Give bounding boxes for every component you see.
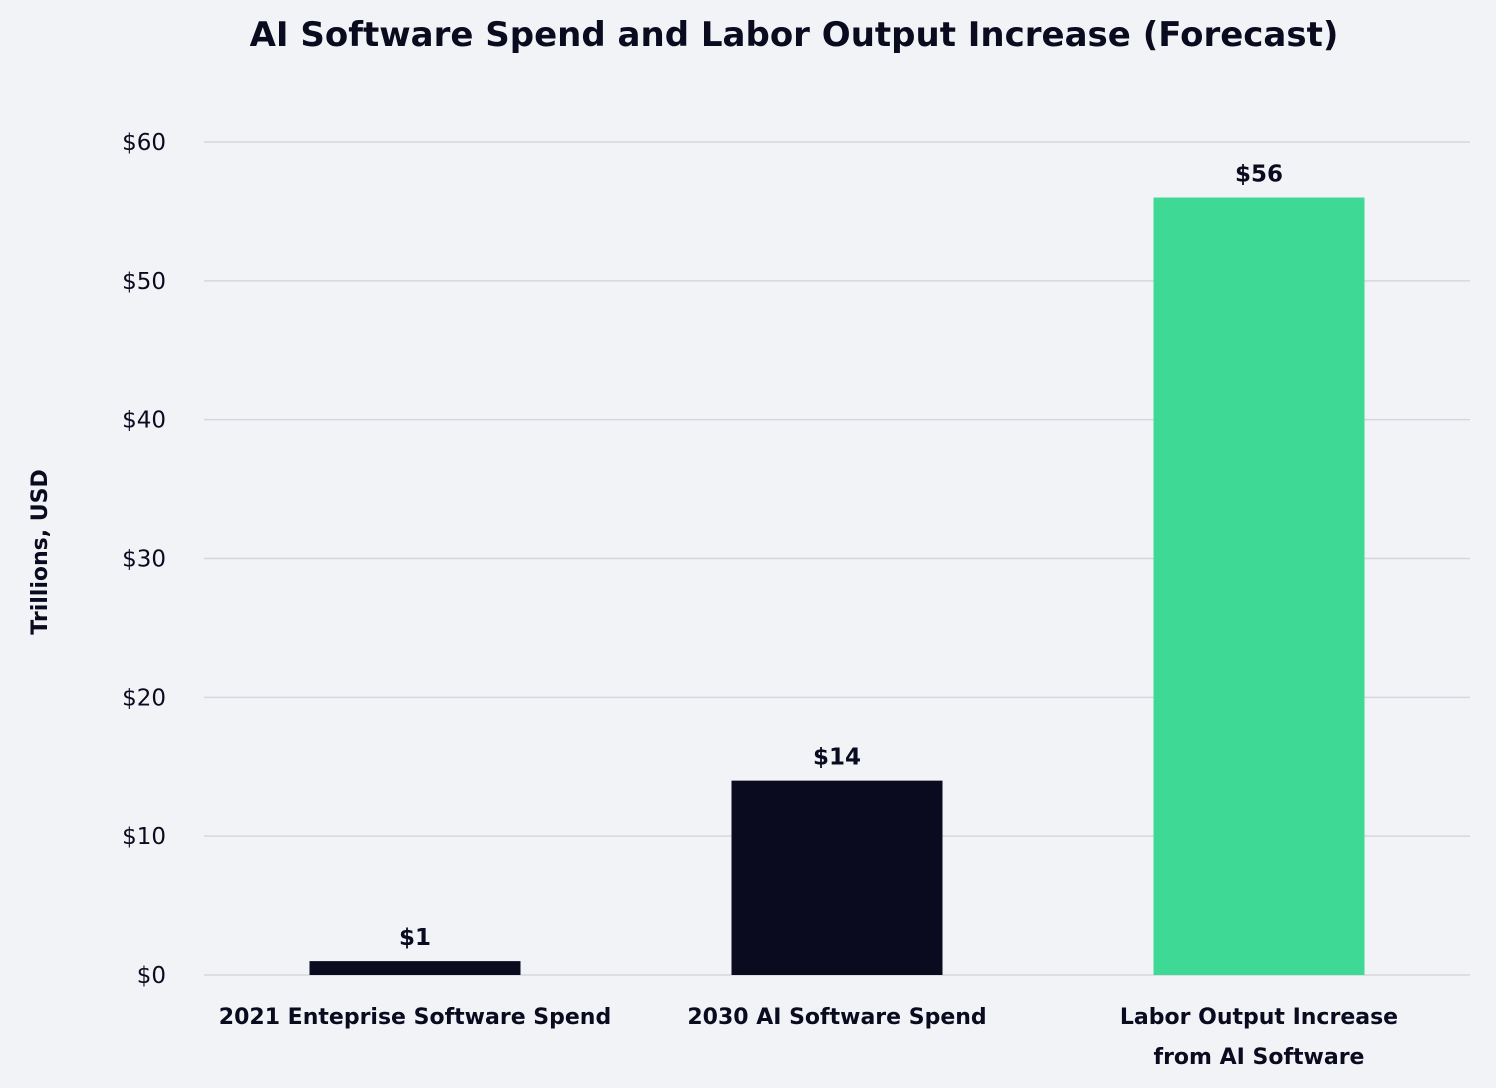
- y-axis-ticks: $0 $10 $20 $30 $40 $50 $60: [122, 130, 166, 989]
- x-category-label: from AI Software: [1154, 1045, 1365, 1070]
- bar-value-label: $14: [813, 745, 861, 771]
- y-tick-label: $40: [122, 408, 166, 434]
- gridlines: [204, 141, 1470, 976]
- y-tick-label: $0: [137, 963, 166, 989]
- y-axis-label: Trillions, USD: [28, 469, 53, 634]
- y-tick-label: $20: [122, 685, 166, 711]
- x-axis-category-labels: 2021 Enteprise Software Spend 2030 AI Sof…: [219, 1005, 1398, 1070]
- chart-title: AI Software Spend and Labor Output Incre…: [250, 15, 1339, 55]
- x-category-label: 2021 Enteprise Software Spend: [219, 1005, 611, 1030]
- bar: [309, 961, 521, 975]
- x-category-label: Labor Output Increase: [1120, 1005, 1398, 1030]
- bar-value-label: $1: [399, 925, 431, 951]
- y-tick-label: $10: [122, 824, 166, 850]
- y-tick-label: $30: [122, 547, 166, 573]
- y-tick-label: $50: [122, 269, 166, 295]
- bar: [1153, 197, 1365, 976]
- x-category-label: 2030 AI Software Spend: [687, 1005, 986, 1030]
- y-tick-label: $60: [122, 130, 166, 156]
- bars: [309, 197, 1365, 976]
- bar-value-labels: $1 $14 $56: [399, 162, 1283, 952]
- bar-value-label: $56: [1235, 162, 1283, 188]
- bar: [731, 780, 943, 975]
